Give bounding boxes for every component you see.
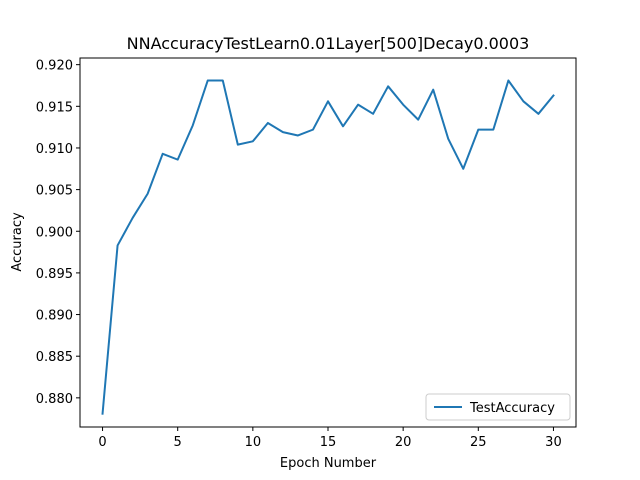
y-tick-label: 0.890: [36, 309, 73, 324]
series-line-0: [101, 79, 555, 415]
x-axis-label: Epoch Number: [280, 456, 377, 471]
y-tick-label: 0.900: [36, 225, 73, 240]
y-tick-label: 0.885: [36, 350, 73, 365]
x-axis: 0 5 10 15 20 25 30: [98, 427, 562, 450]
y-axis: 0.880 0.885 0.890 0.895 0.900 0.905 0.910 0.915…: [36, 59, 80, 407]
series-layer: [101, 79, 555, 415]
x-tick-label: 25: [470, 435, 487, 450]
x-tick-label: 20: [395, 435, 412, 450]
y-tick-label: 0.905: [36, 184, 73, 199]
legend: TestAccuracy: [425, 393, 571, 421]
x-tick-label: 30: [545, 435, 562, 450]
legend-label: TestAccuracy: [469, 401, 555, 416]
y-tick-label: 0.910: [36, 142, 73, 157]
x-tick-label: 5: [174, 435, 182, 450]
chart-title: NNAccuracyTestLearn0.01Layer[500]Decay0.…: [127, 34, 530, 53]
y-tick-label: 0.880: [36, 392, 73, 407]
plot-frame: [79, 57, 577, 428]
y-tick-label: 0.920: [36, 59, 73, 74]
y-tick-label: 0.895: [36, 267, 73, 282]
x-tick-label: 10: [245, 435, 262, 450]
legend-box: [425, 393, 571, 421]
y-tick-label: 0.915: [36, 100, 73, 115]
x-tick-label: 15: [320, 435, 337, 450]
y-axis-label: Accuracy: [10, 212, 25, 272]
x-tick-label: 0: [98, 435, 106, 450]
